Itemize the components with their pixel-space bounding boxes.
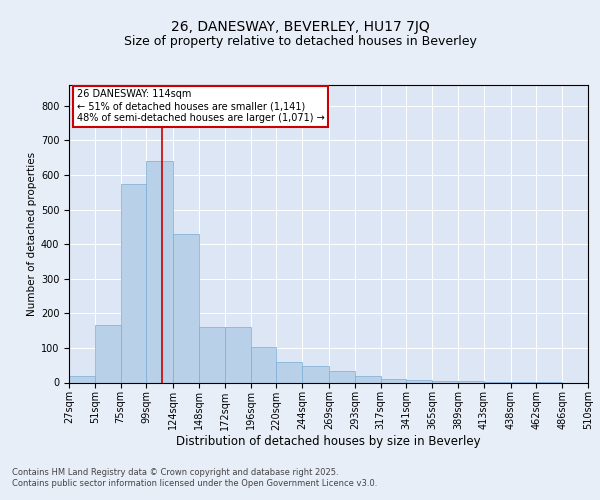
Bar bbox=[121, 184, 146, 382]
Bar bbox=[95, 326, 121, 382]
Text: Contains public sector information licensed under the Open Government Licence v3: Contains public sector information licen… bbox=[12, 480, 377, 488]
Bar bbox=[199, 327, 225, 382]
Y-axis label: Number of detached properties: Number of detached properties bbox=[26, 152, 37, 316]
Bar bbox=[406, 380, 432, 382]
Bar bbox=[355, 376, 380, 382]
Text: Contains HM Land Registry data © Crown copyright and database right 2025.: Contains HM Land Registry data © Crown c… bbox=[12, 468, 338, 477]
Bar bbox=[69, 376, 95, 382]
Bar bbox=[251, 347, 277, 382]
X-axis label: Distribution of detached houses by size in Beverley: Distribution of detached houses by size … bbox=[176, 435, 481, 448]
Bar bbox=[277, 362, 302, 382]
Bar bbox=[380, 379, 406, 382]
Bar bbox=[329, 371, 355, 382]
Bar bbox=[302, 366, 329, 382]
Text: 26 DANESWAY: 114sqm
← 51% of detached houses are smaller (1,141)
48% of semi-det: 26 DANESWAY: 114sqm ← 51% of detached ho… bbox=[77, 90, 325, 122]
Bar bbox=[432, 381, 458, 382]
Bar bbox=[173, 234, 199, 382]
Bar bbox=[458, 381, 484, 382]
Bar bbox=[225, 327, 251, 382]
Bar bbox=[588, 381, 600, 382]
Text: 26, DANESWAY, BEVERLEY, HU17 7JQ: 26, DANESWAY, BEVERLEY, HU17 7JQ bbox=[170, 20, 430, 34]
Bar bbox=[146, 161, 173, 382]
Text: Size of property relative to detached houses in Beverley: Size of property relative to detached ho… bbox=[124, 34, 476, 48]
